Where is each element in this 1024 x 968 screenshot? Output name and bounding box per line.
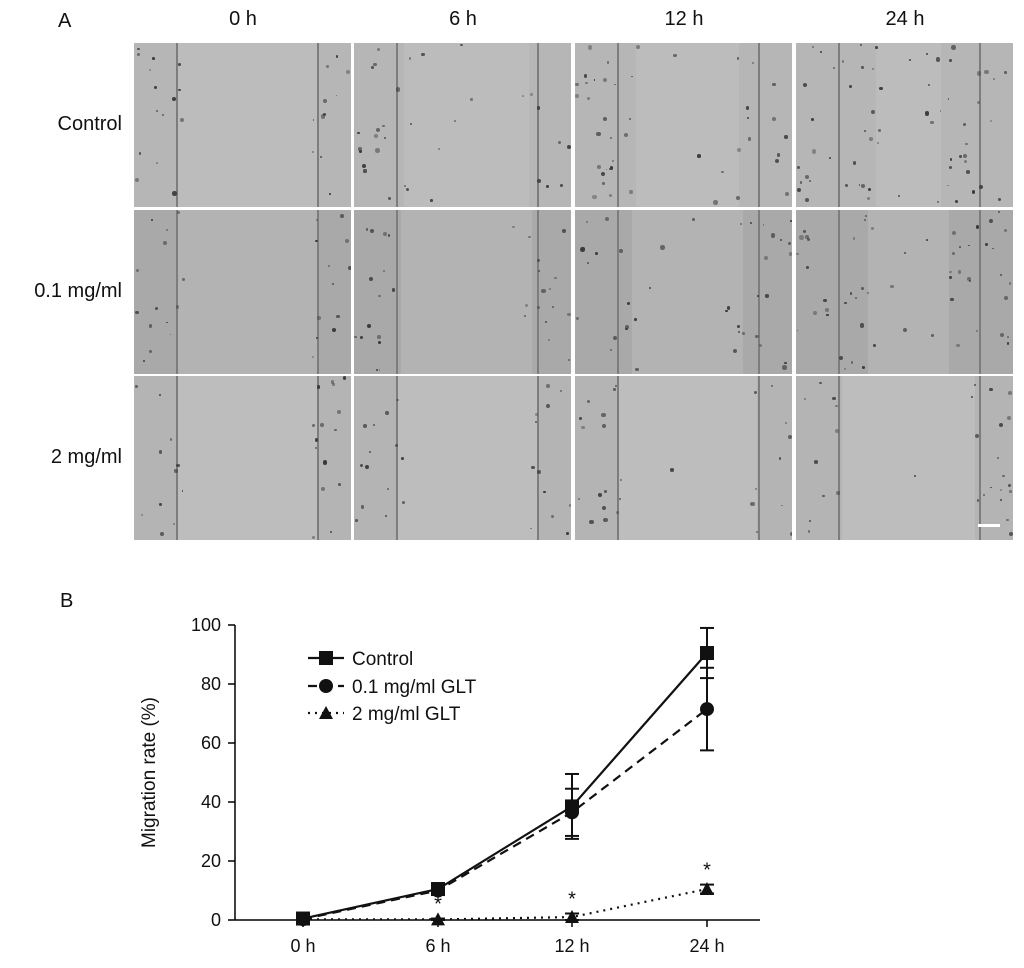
data-point-2-3 <box>700 882 714 896</box>
column-label-12h: 12 h <box>664 8 704 30</box>
micrograph-1-2 <box>575 210 792 374</box>
micrograph-2-0 <box>134 376 351 540</box>
column-label-24h: 24 h <box>885 8 925 30</box>
significance-marker: * <box>568 889 576 911</box>
y-tick-label: 100 <box>191 615 221 635</box>
legend-marker <box>319 651 333 665</box>
series-line-2 <box>303 887 708 921</box>
data-point-2-0 <box>296 912 310 926</box>
data-point-2-1 <box>431 912 445 926</box>
data-point-0-2 <box>565 799 579 814</box>
micrograph-0-0 <box>134 43 351 207</box>
micrograph-1-3 <box>796 210 1013 374</box>
data-point-0-1 <box>431 882 445 897</box>
column-label-0h: 0 h <box>229 8 257 30</box>
row-label-2-mg-ml: 2 mg/ml <box>50 446 122 468</box>
data-point-1-3 <box>700 702 714 717</box>
legend-label: 0.1 mg/ml GLT <box>352 677 477 698</box>
column-label-6h: 6 h <box>449 8 477 30</box>
scale-bar <box>978 524 1000 527</box>
micrograph-2-2 <box>575 376 792 540</box>
series-line-0 <box>302 652 708 920</box>
micrograph-1-0 <box>134 210 351 374</box>
micrograph-1-1 <box>354 210 571 374</box>
micrograph-2-3 <box>796 376 1013 540</box>
data-point-0-3 <box>700 646 714 661</box>
legend-marker <box>319 706 333 719</box>
legend-marker <box>319 679 333 693</box>
legend-label: Control <box>352 649 413 670</box>
y-tick-label: 0 <box>211 910 221 930</box>
series-line-1 <box>302 708 708 921</box>
micrograph-0-2 <box>575 43 792 207</box>
row-label-0-1-mg-ml: 0.1 mg/ml <box>34 280 122 302</box>
micrograph-2-1 <box>354 376 571 540</box>
significance-marker: * <box>703 860 711 882</box>
data-point-1-1 <box>431 883 445 898</box>
legend-label: 2 mg/ml GLT <box>352 704 461 725</box>
data-point-1-0 <box>296 912 310 927</box>
micrograph-0-1 <box>354 43 571 207</box>
y-tick-label: 40 <box>201 792 221 812</box>
data-point-0-0 <box>296 911 310 926</box>
row-label-control: Control <box>57 113 122 135</box>
x-tick-label: 24 h <box>689 936 724 956</box>
y-axis-label: Migration rate (%) <box>139 697 160 848</box>
data-point-2-2 <box>565 910 579 924</box>
data-point-1-2 <box>565 805 579 820</box>
x-tick-label: 6 h <box>425 936 450 956</box>
y-tick-label: 60 <box>201 733 221 753</box>
micrograph-0-3 <box>796 43 1013 207</box>
x-tick-label: 12 h <box>554 936 589 956</box>
significance-marker: * <box>434 894 442 916</box>
panel-b-letter: B <box>60 590 74 612</box>
x-tick-label: 0 h <box>290 936 315 956</box>
y-tick-label: 20 <box>201 851 221 871</box>
panel-a-letter: A <box>58 10 72 32</box>
y-tick-label: 80 <box>201 674 221 694</box>
